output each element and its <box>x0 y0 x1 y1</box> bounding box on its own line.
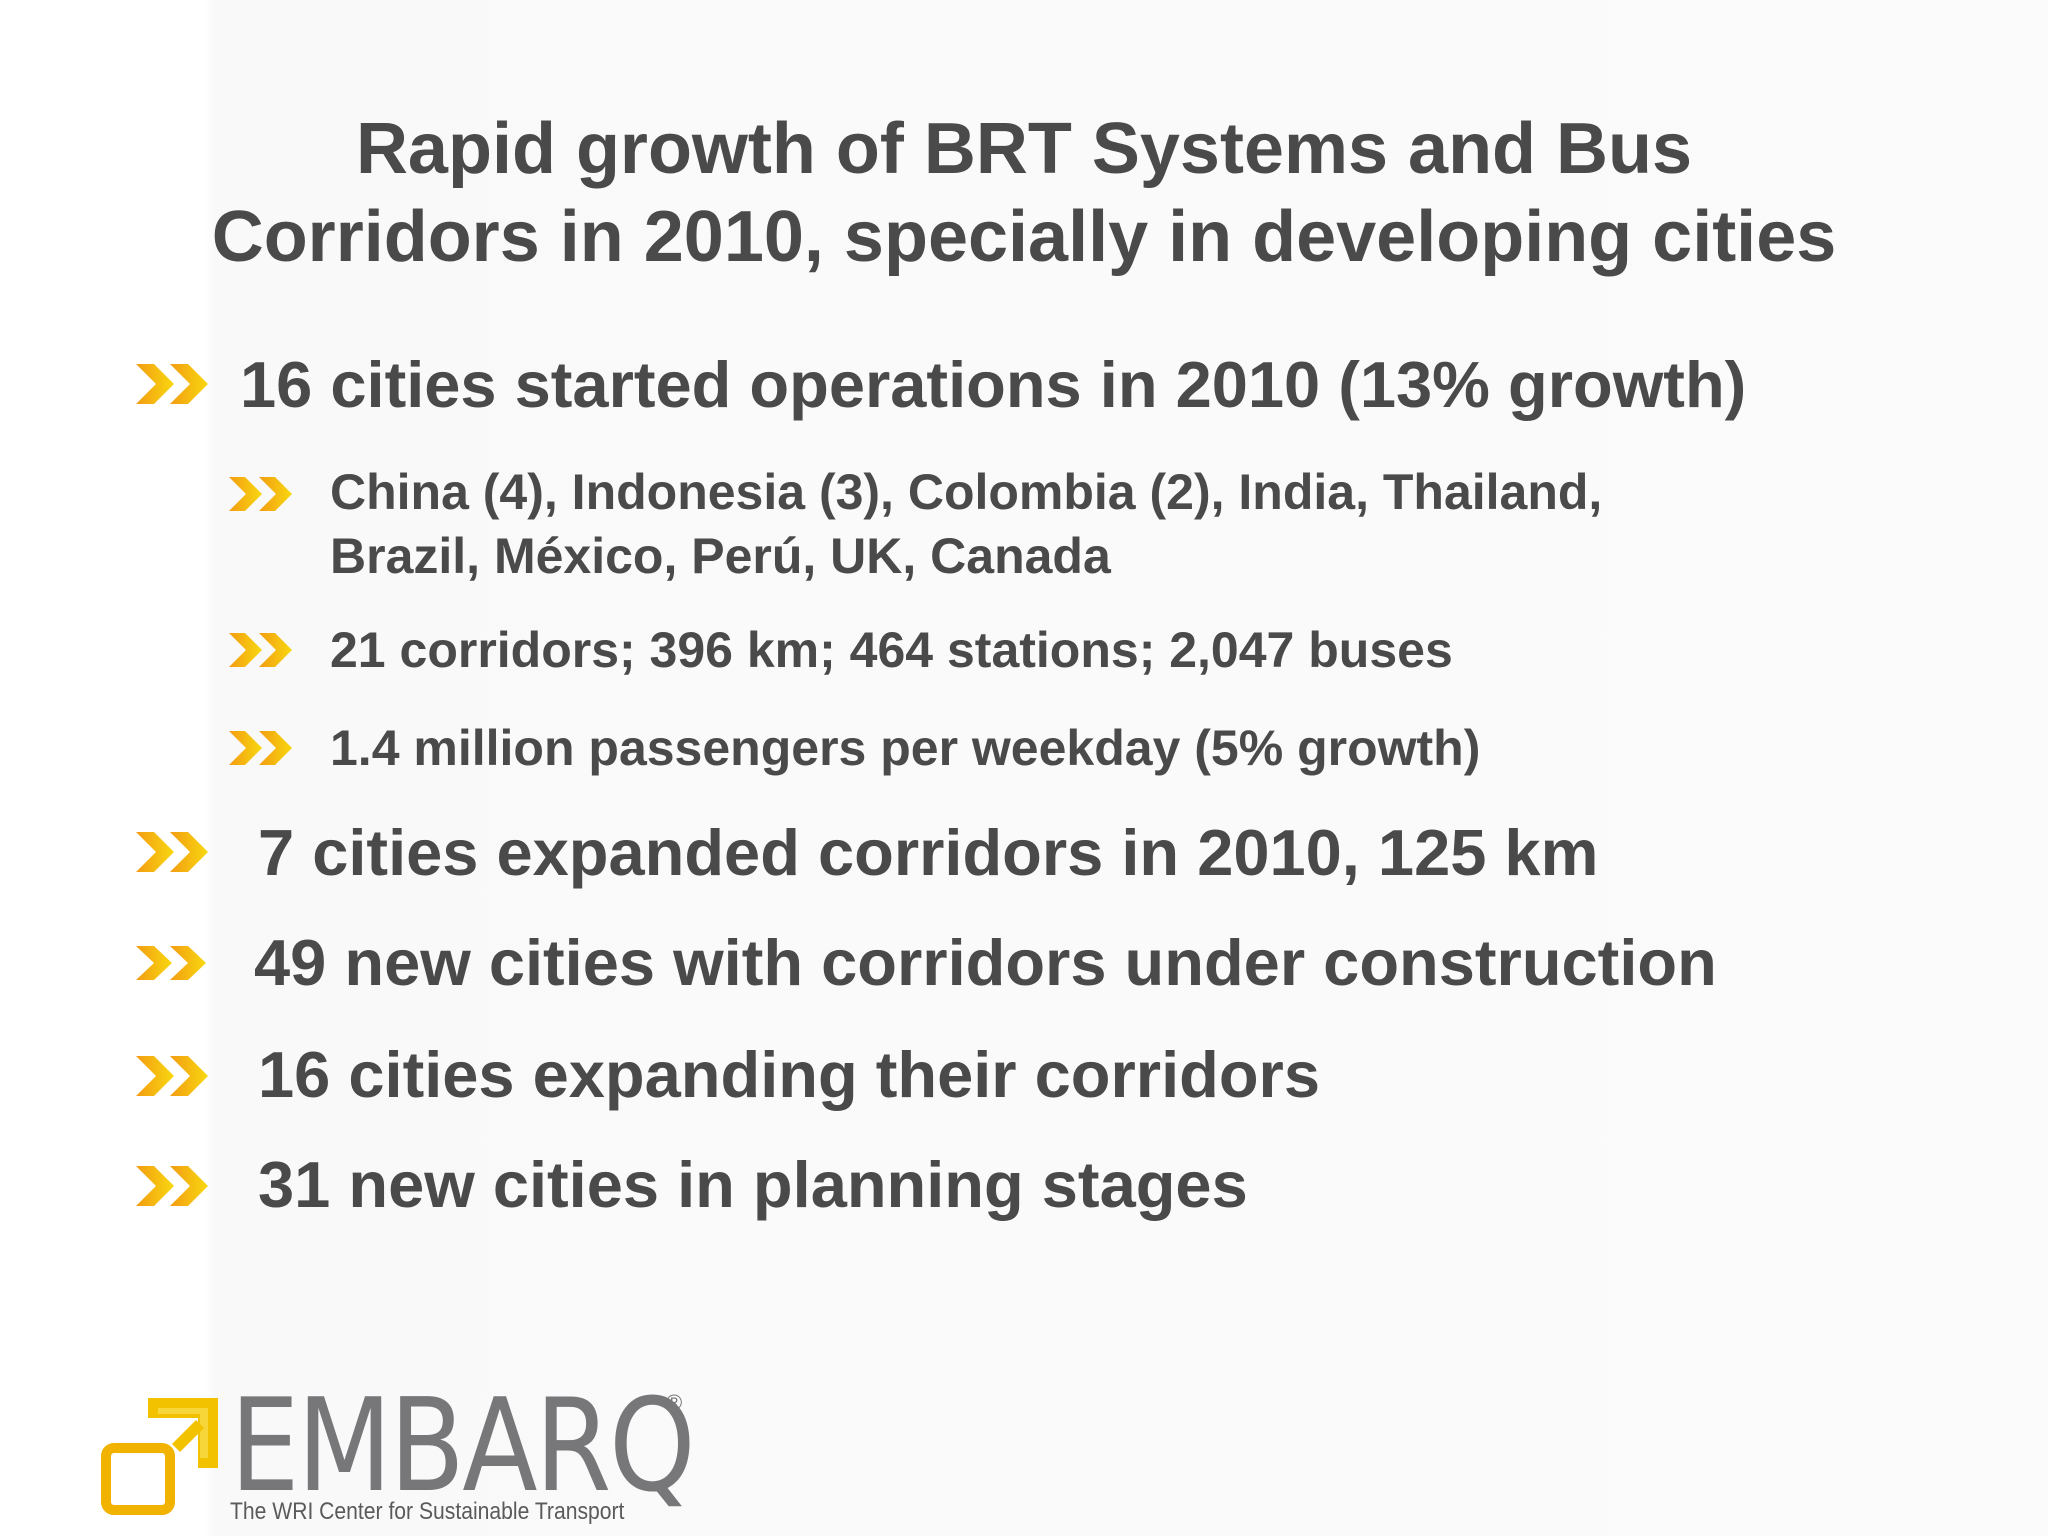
double-chevron-icon <box>136 832 208 872</box>
slide-title: Rapid growth of BRT Systems and Bus Corr… <box>0 105 2048 281</box>
logo-wordmark: EMBARQ <box>230 1372 696 1521</box>
double-chevron-icon <box>136 946 206 980</box>
bullet-item: 49 new cities with corridors under const… <box>254 926 1717 999</box>
double-chevron-icon <box>229 731 292 765</box>
sub-bullet-item: 1.4 million passengers per weekday (5% g… <box>330 720 1481 776</box>
sub-bullet-line-2: Brazil, México, Perú, UK, Canada <box>330 528 1111 584</box>
title-line-1: Rapid growth of BRT Systems and Bus <box>355 109 1693 189</box>
logo-mark-icon <box>101 1398 218 1515</box>
sub-bullet-item: 21 corridors; 396 km; 464 stations; 2,04… <box>330 622 1453 678</box>
bullet-item: 16 cities started operations in 2010 (13… <box>240 348 1747 421</box>
double-chevron-icon <box>136 364 208 404</box>
bullet-item: 31 new cities in planning stages <box>258 1148 1248 1221</box>
sub-bullet-item: China (4), Indonesia (3), Colombia (2), … <box>330 460 1602 588</box>
double-chevron-icon <box>229 633 292 667</box>
double-chevron-icon <box>229 477 292 511</box>
title-line-2: Corridors in 2010, specially in developi… <box>211 197 1837 277</box>
double-chevron-icon <box>136 1056 208 1096</box>
embarq-logo: EMBARQ ® The WRI Center for Sustainable … <box>100 1372 700 1530</box>
bullet-item: 16 cities expanding their corridors <box>258 1038 1320 1111</box>
sub-bullet-line-1: China (4), Indonesia (3), Colombia (2), … <box>330 464 1603 520</box>
double-chevron-icon <box>136 1166 208 1206</box>
bullet-item: 7 cities expanded corridors in 2010, 125… <box>258 816 1599 889</box>
logo-tagline: The WRI Center for Sustainable Transport <box>230 1498 625 1525</box>
logo-registered-mark: ® <box>666 1390 683 1415</box>
